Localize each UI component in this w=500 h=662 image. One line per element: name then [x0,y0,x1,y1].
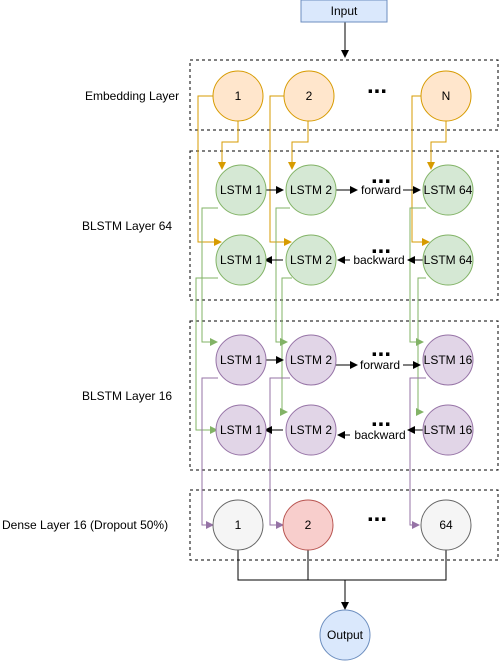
input-label: Input [331,4,358,18]
blstm16-backward-node-2-label: LSTM 2 [290,423,332,437]
blstm16-layer-label: BLSTM Layer 16 [82,389,172,403]
blstm64-backward-label: backward [353,253,404,267]
blstm64-backward-node-2-label: LSTM 2 [290,253,332,267]
blstm16-backward-label: backward [354,428,405,442]
blstm64-forward-label: forward [361,183,401,197]
embedding-nodes: 1 2 N [213,71,471,121]
dense-node-64-label: 64 [439,518,453,532]
blstm16-forward-node-16-label: LSTM 16 [424,353,473,367]
embedding-ellipsis: ... [367,72,387,99]
blstm64-backward-node-1-label: LSTM 1 [220,253,262,267]
embedding-node-n-label: N [442,89,451,103]
blstm64-recurrent-arrows [263,190,423,260]
blstm16-forward-label: forward [360,358,400,372]
dense-node-1-label: 1 [235,518,242,532]
embedding-node-1-label: 1 [235,89,242,103]
blstm16-backward-node-1-label: LSTM 1 [220,423,262,437]
embedding-layer-label: Embedding Layer [85,89,179,103]
blstm64-backward-node-64-label: LSTM 64 [424,253,473,267]
blstm64-forward-node-64-label: LSTM 64 [424,183,473,197]
blstm16-forward-node-1-label: LSTM 1 [220,353,262,367]
output-label: Output [327,628,364,642]
dense-to-output-lines [238,550,446,580]
blstm16-backward-node-16-label: LSTM 16 [424,423,473,437]
dense-layer-label: Dense Layer 16 (Dropout 50%) [2,518,168,532]
dense-ellipsis: ... [367,500,387,527]
blstm16-forward-node-2-label: LSTM 2 [290,353,332,367]
embedding-node-2-label: 2 [306,89,313,103]
blstm64-layer-label: BLSTM Layer 64 [82,219,172,233]
blstm64-forward-node-2-label: LSTM 2 [290,183,332,197]
blstm64-forward-node-1-label: LSTM 1 [220,183,262,197]
dense-node-2-label: 2 [305,518,312,532]
